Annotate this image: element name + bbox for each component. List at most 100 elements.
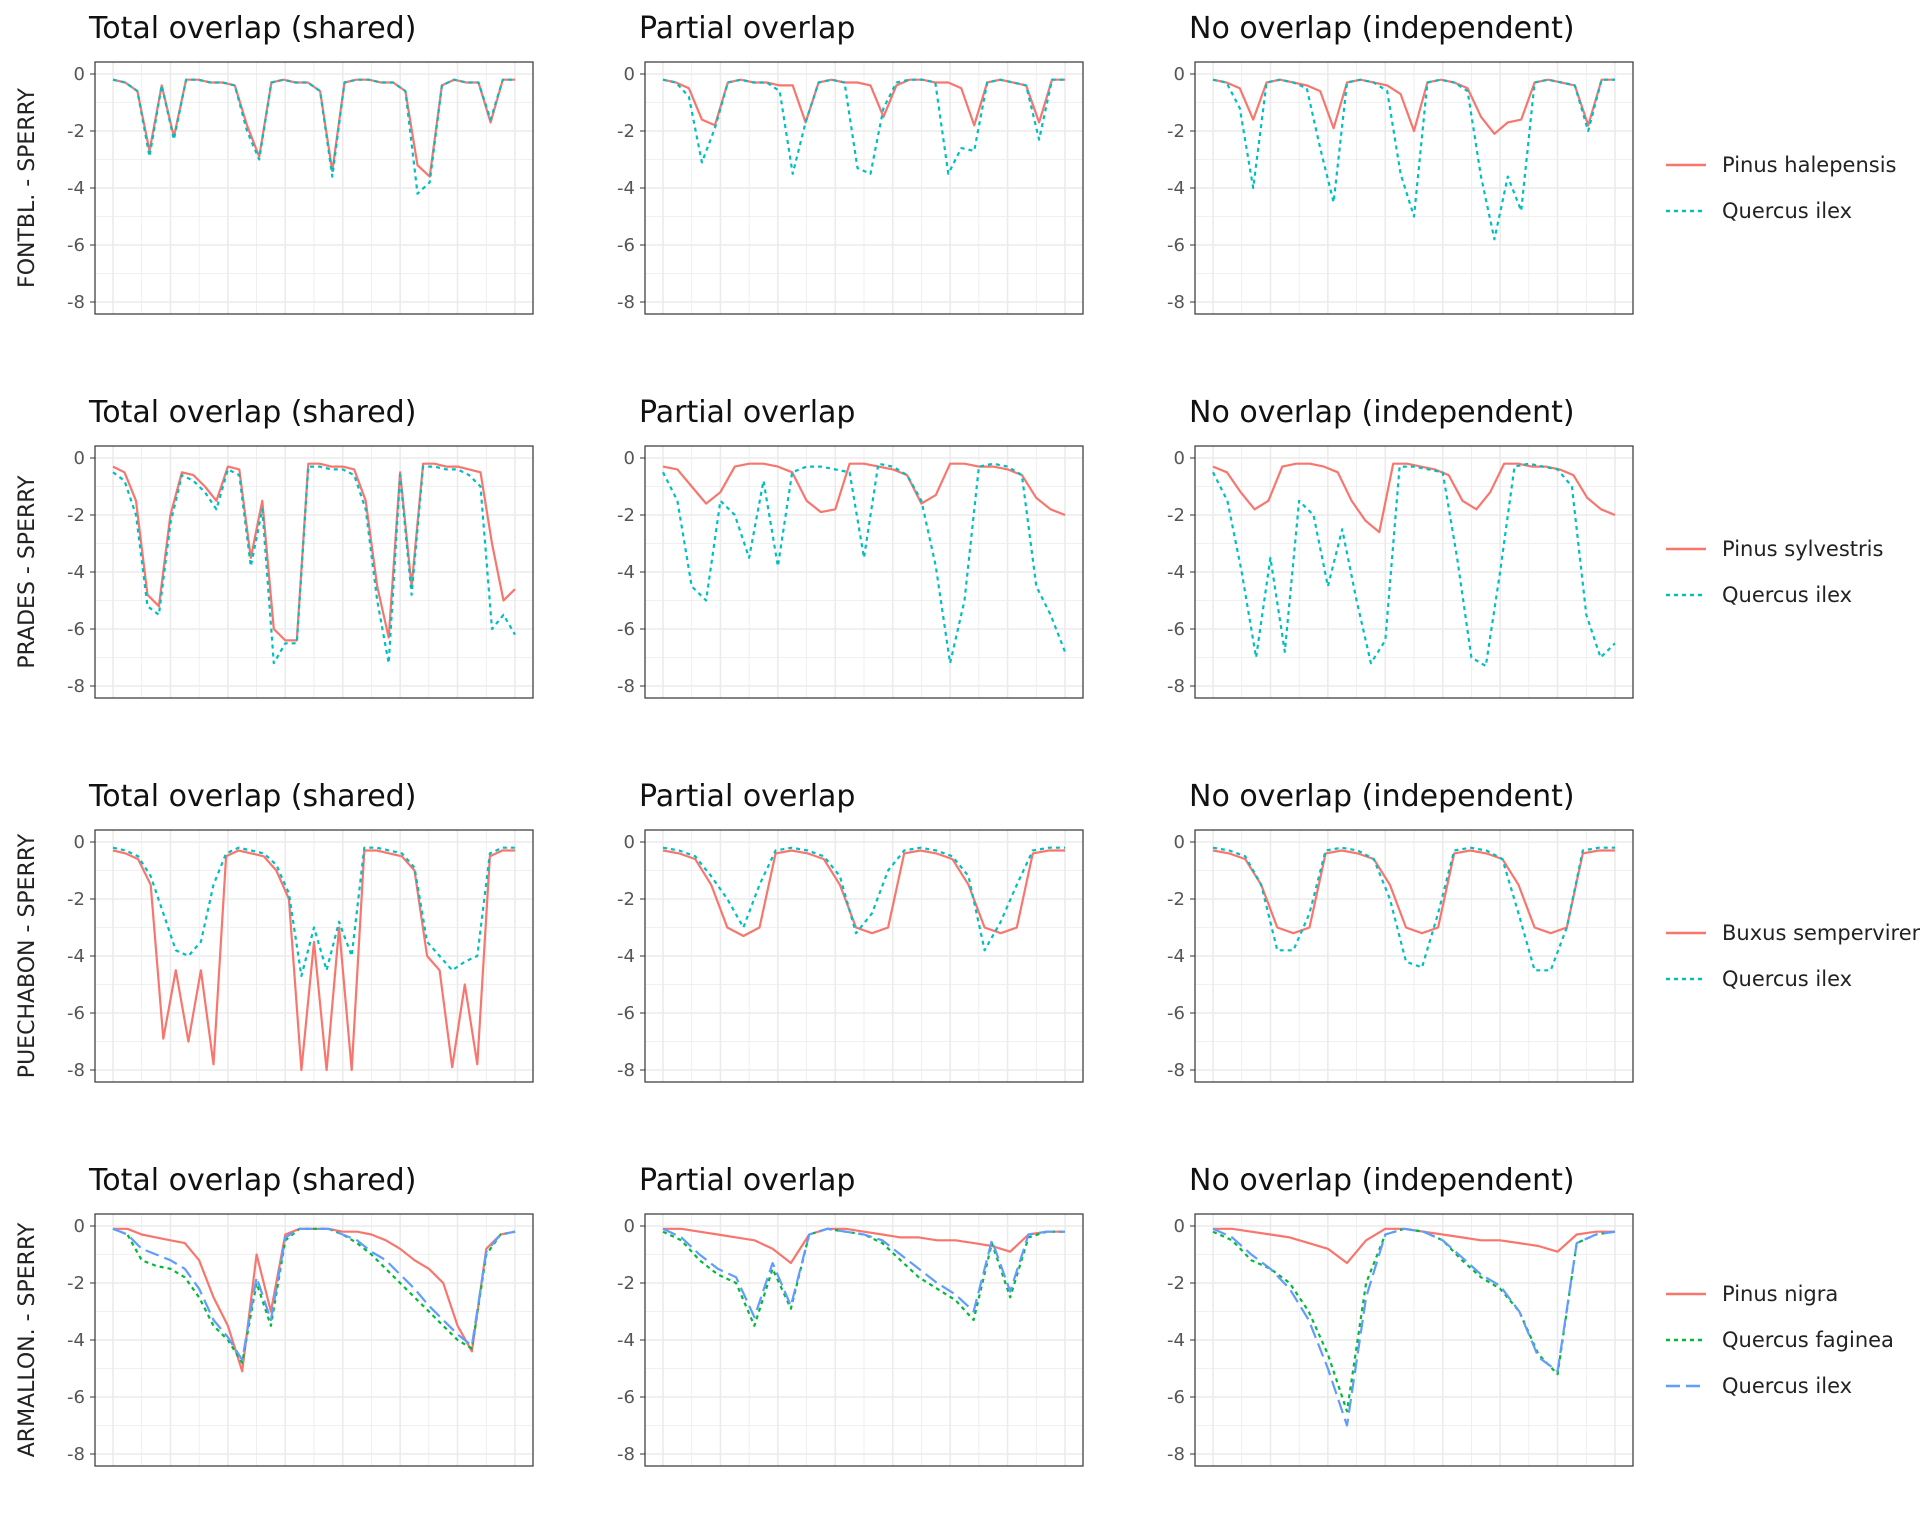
legend-label: Buxus sempervirens — [1722, 921, 1920, 945]
y-tick-label: -8 — [67, 676, 85, 697]
series-line — [662, 462, 1066, 517]
legend-label: Quercus ilex — [1722, 199, 1852, 223]
panel-title: Total overlap (shared) — [88, 1163, 416, 1198]
panel-title: No overlap (independent) — [1189, 395, 1575, 430]
y-tick-label: -8 — [1167, 292, 1185, 313]
y-tick-label: -4 — [617, 1330, 635, 1351]
y-tick-label: -8 — [67, 1444, 85, 1465]
y-tick-label: -2 — [617, 889, 635, 910]
y-tick-label: -2 — [617, 1273, 635, 1294]
y-tick-label: -4 — [1167, 946, 1185, 967]
y-tick-label: -6 — [617, 1387, 635, 1408]
series-line — [1212, 1227, 1616, 1427]
legend: Pinus halepensis Quercus ilex — [1666, 153, 1896, 223]
panel-border — [644, 1213, 1084, 1467]
y-tick-label: -2 — [67, 889, 85, 910]
y-tick-label: -6 — [617, 235, 635, 256]
panel-title: Total overlap (shared) — [88, 395, 416, 430]
y-tick-label: -4 — [617, 562, 635, 583]
panel-title: Total overlap (shared) — [88, 11, 416, 46]
panel: No overlap (independent)0 -2 -4 -6 -8 — [1167, 1163, 1634, 1467]
y-tick-label: -6 — [1167, 1387, 1185, 1408]
series-line — [662, 462, 1067, 665]
y-tick-label: -2 — [67, 505, 85, 526]
panel-title: Partial overlap — [639, 779, 855, 814]
y-tick-label: 0 — [74, 448, 85, 469]
panel-border — [94, 61, 534, 315]
y-tick-label: -4 — [617, 946, 635, 967]
y-tick-label: -8 — [1167, 1060, 1185, 1081]
panel-border — [1194, 1213, 1634, 1467]
panel-title: Partial overlap — [639, 395, 855, 430]
legend-label: Pinus halepensis — [1722, 153, 1896, 177]
series-line — [112, 1227, 516, 1364]
panel: Total overlap (shared)0 -2 -4 -6 -8 — [67, 11, 534, 315]
row-label: FONTBL. - SPERRY — [15, 88, 40, 288]
legend-label: Pinus sylvestris — [1722, 537, 1883, 561]
y-tick-label: -4 — [1167, 562, 1185, 583]
panel-border — [94, 445, 534, 699]
series-line — [112, 78, 515, 195]
y-tick-label: -4 — [67, 1330, 85, 1351]
row-label: PRADES - SPERRY — [15, 475, 40, 669]
y-tick-label: -2 — [1167, 505, 1185, 526]
y-tick-label: -8 — [67, 292, 85, 313]
legend-label: Quercus ilex — [1722, 1374, 1852, 1398]
y-tick-label: -8 — [67, 1060, 85, 1081]
legend-label: Quercus faginea — [1722, 1328, 1894, 1352]
y-tick-label: -4 — [67, 946, 85, 967]
y-tick-label: -2 — [1167, 889, 1185, 910]
panel-title: Total overlap (shared) — [88, 779, 416, 814]
panel-border — [644, 61, 1084, 315]
panel-border — [644, 829, 1084, 1083]
y-tick-label: -6 — [67, 235, 85, 256]
y-tick-label: 0 — [624, 832, 635, 853]
y-tick-label: 0 — [1174, 448, 1185, 469]
y-tick-label: -8 — [1167, 1444, 1185, 1465]
panel: Total overlap (shared)0 -2 -4 -6 -8 — [67, 395, 534, 699]
series-line — [1212, 849, 1615, 935]
y-tick-label: -2 — [1167, 1273, 1185, 1294]
panel: No overlap (independent)0 -2 -4 -6 -8 — [1167, 395, 1634, 699]
facet-row: FONTBL. - SPERRY Total overlap (shared) 0 -… — [15, 11, 1896, 315]
panel: Total overlap (shared)0 -2 -4 -6 -8 — [67, 1163, 534, 1467]
y-tick-label: -2 — [67, 1273, 85, 1294]
panel-border — [644, 445, 1084, 699]
legend: Pinus sylvestris Quercus ilex — [1666, 537, 1883, 607]
series-line — [112, 1227, 516, 1362]
y-tick-label: -6 — [1167, 235, 1185, 256]
y-tick-label: -6 — [1167, 1003, 1185, 1024]
y-tick-label: -6 — [1167, 619, 1185, 640]
y-tick-label: -8 — [617, 676, 635, 697]
series-line — [112, 465, 516, 665]
facet-row: ARMALLON. - SPERRY Total overlap (shared)… — [15, 1163, 1894, 1467]
y-tick-label: -4 — [67, 178, 85, 199]
series-line — [663, 1227, 1065, 1265]
y-tick-label: -6 — [617, 619, 635, 640]
panel-title: No overlap (independent) — [1189, 779, 1575, 814]
y-tick-label: 0 — [1174, 64, 1185, 85]
y-tick-label: 0 — [74, 832, 85, 853]
y-tick-label: 0 — [624, 64, 635, 85]
panel-border — [1194, 61, 1634, 315]
facet-row: PUECHABON - SPERRY Total overlap (shared)… — [15, 779, 1920, 1083]
panel-title: No overlap (independent) — [1189, 11, 1575, 46]
y-tick-label: -2 — [67, 121, 85, 142]
series-line — [112, 462, 516, 642]
y-tick-label: -8 — [1167, 676, 1185, 697]
panel-border — [94, 1213, 534, 1467]
y-tick-label: -6 — [67, 1003, 85, 1024]
y-tick-label: 0 — [1174, 1216, 1185, 1237]
series-line — [1212, 78, 1615, 241]
y-tick-label: -6 — [67, 619, 85, 640]
y-tick-label: -2 — [617, 505, 635, 526]
panel-title: No overlap (independent) — [1189, 1163, 1575, 1198]
series-line — [112, 849, 515, 1072]
legend-label: Quercus ilex — [1722, 583, 1852, 607]
y-tick-label: -6 — [67, 1387, 85, 1408]
panel: No overlap (independent)0 -2 -4 -6 -8 — [1167, 11, 1634, 315]
y-tick-label: -6 — [617, 1003, 635, 1024]
panel: No overlap (independent)0 -2 -4 -6 -8 — [1167, 779, 1634, 1083]
